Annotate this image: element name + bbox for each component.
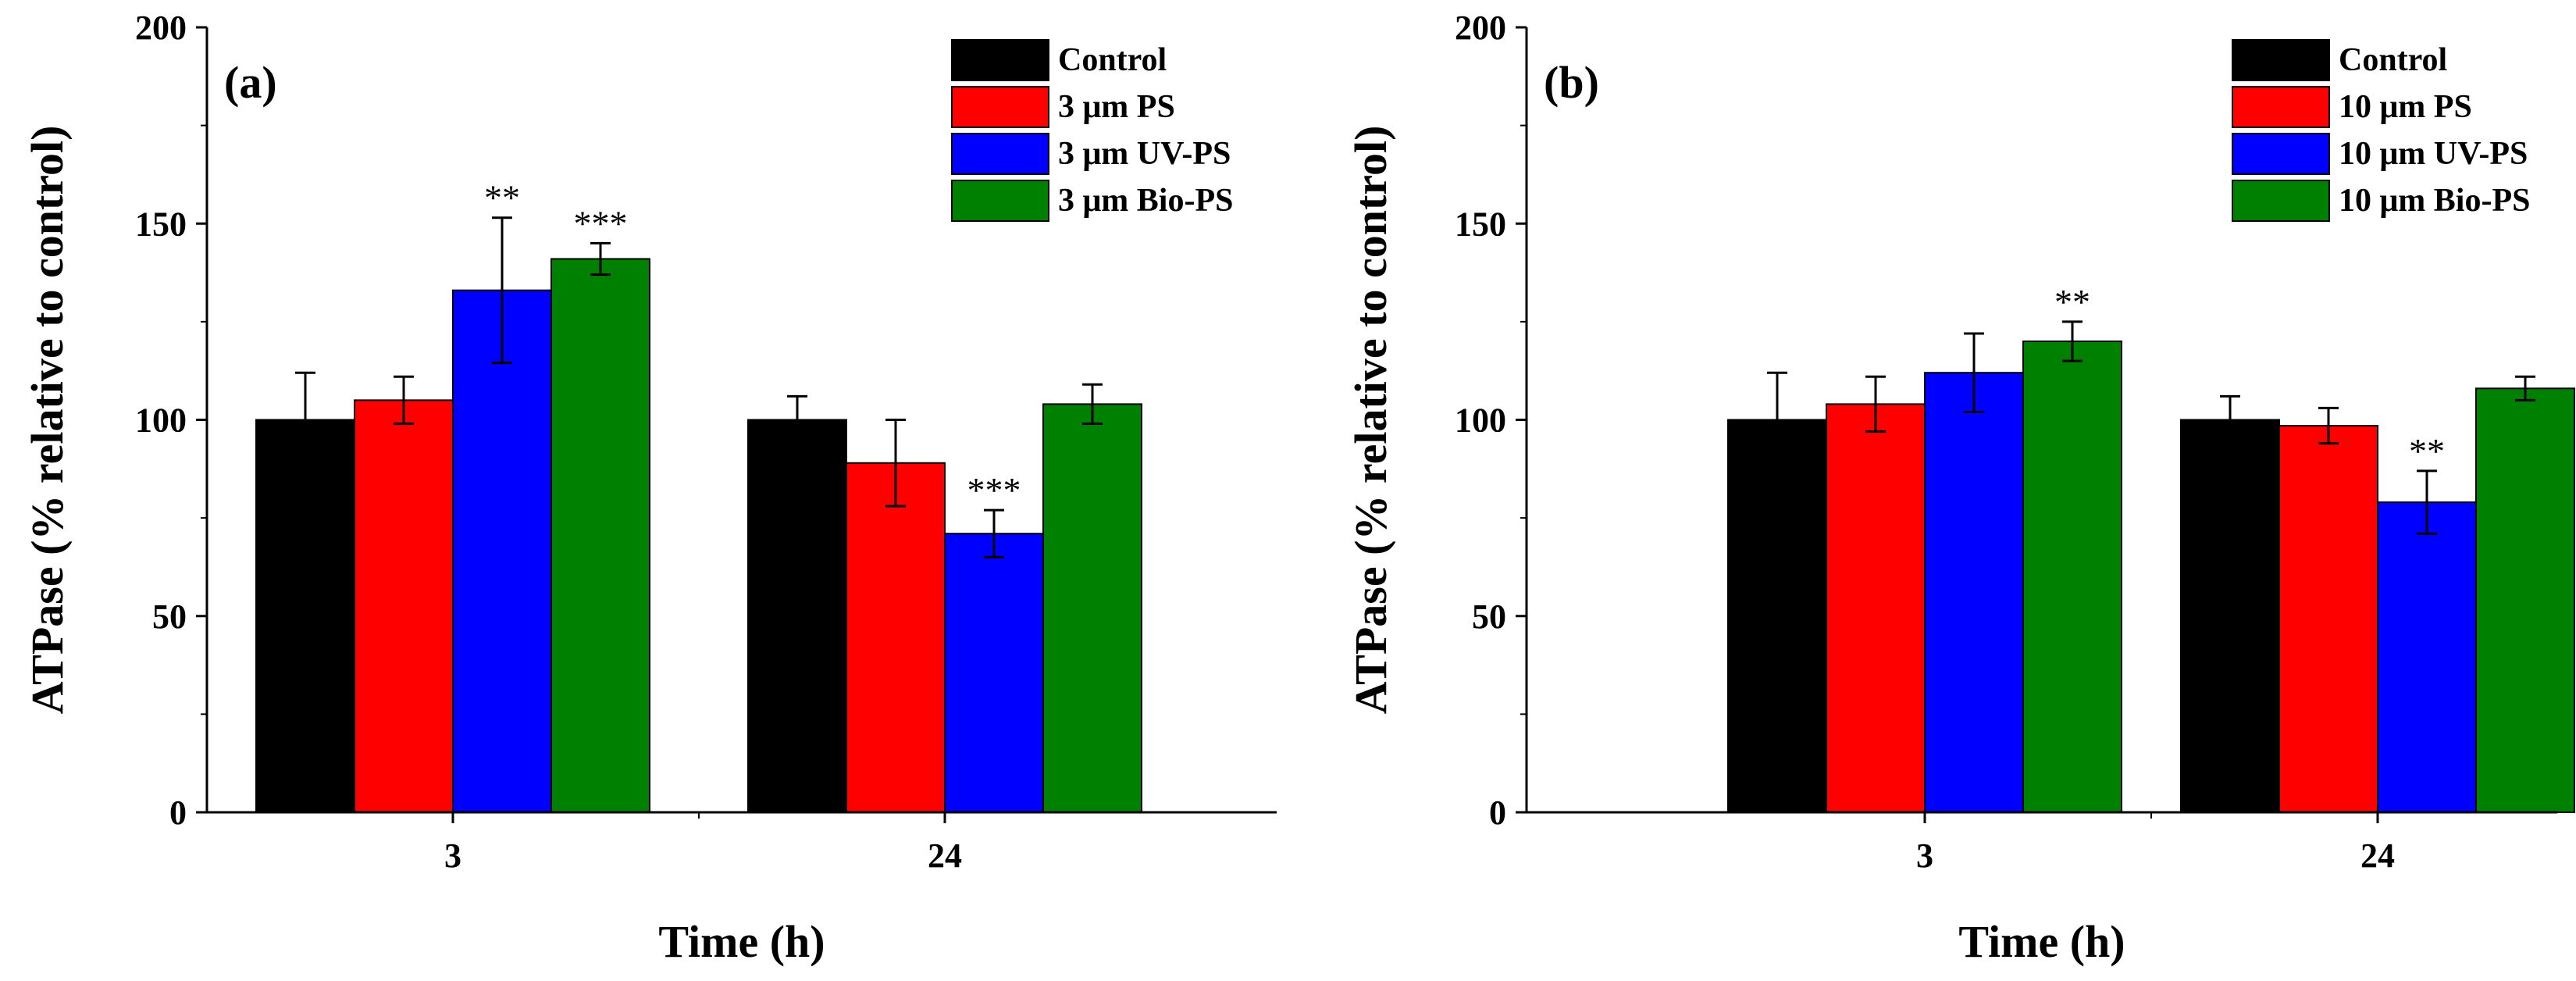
bar [1042,403,1142,813]
legend-label: 3 μm Bio-PS [1058,183,1233,219]
x-tick-label: 3 [444,837,461,875]
significance-label: *** [967,470,1021,510]
panel-label: (a) [224,57,277,108]
y-axis-title: ATPase (% relative to control) [1345,126,1396,715]
bar [354,399,454,813]
bar [2180,419,2280,813]
y-tick-label: 0 [169,794,187,832]
legend-swatch [2232,86,2330,128]
legend-label: 10 μm PS [2339,89,2472,125]
legend-label: Control [1058,42,1167,78]
chart-panel-b: ** ** 0 50 100 150 200 3 24 Time (h) ATPase (% rel… [1345,9,2575,967]
x-tick-label: 3 [1916,837,1933,875]
y-axis-title: ATPase (% relative to control) [22,126,73,715]
significance-label: ** [2054,282,2090,322]
x-axis-title: Time (h) [1958,916,2125,967]
legend-label: 3 μm PS [1058,89,1175,125]
legend: Control 3 μm PS 3 μm UV-PS 3 μm Bio-PS [951,39,1233,222]
y-tick-label: 100 [135,401,187,440]
bar [944,533,1044,813]
bar [747,419,847,813]
significance-label: *** [574,203,628,243]
legend-swatch [951,39,1049,81]
legend-swatch [951,133,1049,175]
y-tick-label: 150 [1455,205,1506,243]
legend-label: 3 μm UV-PS [1058,136,1231,172]
legend-swatch [2232,180,2330,222]
bar [2475,387,2575,813]
significance-label: ** [484,178,520,218]
legend-label: 10 μm Bio-PS [2339,183,2530,219]
legend: Control 10 μm PS 10 μm UV-PS 10 μm Bio-PS [2232,39,2530,222]
x-axis-title: Time (h) [658,916,825,967]
legend-swatch [951,86,1049,128]
y-tick-label: 50 [152,598,187,636]
y-tick-label: 50 [1472,598,1506,636]
bar [452,289,552,813]
bar [2278,425,2378,813]
legend-swatch [2232,39,2330,81]
legend-label: Control [2339,42,2447,78]
significance-label: ** [2409,431,2445,471]
y-tick-label: 200 [1455,9,1506,47]
bar [2022,341,2122,813]
bar [1826,403,1926,813]
legend-swatch [951,180,1049,222]
bar [2377,501,2477,814]
y-tick-label: 0 [1489,794,1506,832]
x-tick-label: 24 [2360,837,2395,875]
y-tick-label: 100 [1455,401,1506,440]
y-tick-label: 150 [135,205,187,243]
bar [255,419,355,813]
y-tick-label: 200 [135,9,187,47]
bar [550,258,650,814]
legend-swatch [2232,133,2330,175]
bar [1924,372,2024,813]
bar [1727,419,1827,813]
legend-label: 10 μm UV-PS [2339,136,2528,172]
x-tick-label: 24 [928,837,962,875]
panel-label: (b) [1544,57,1599,108]
bar [846,462,946,814]
